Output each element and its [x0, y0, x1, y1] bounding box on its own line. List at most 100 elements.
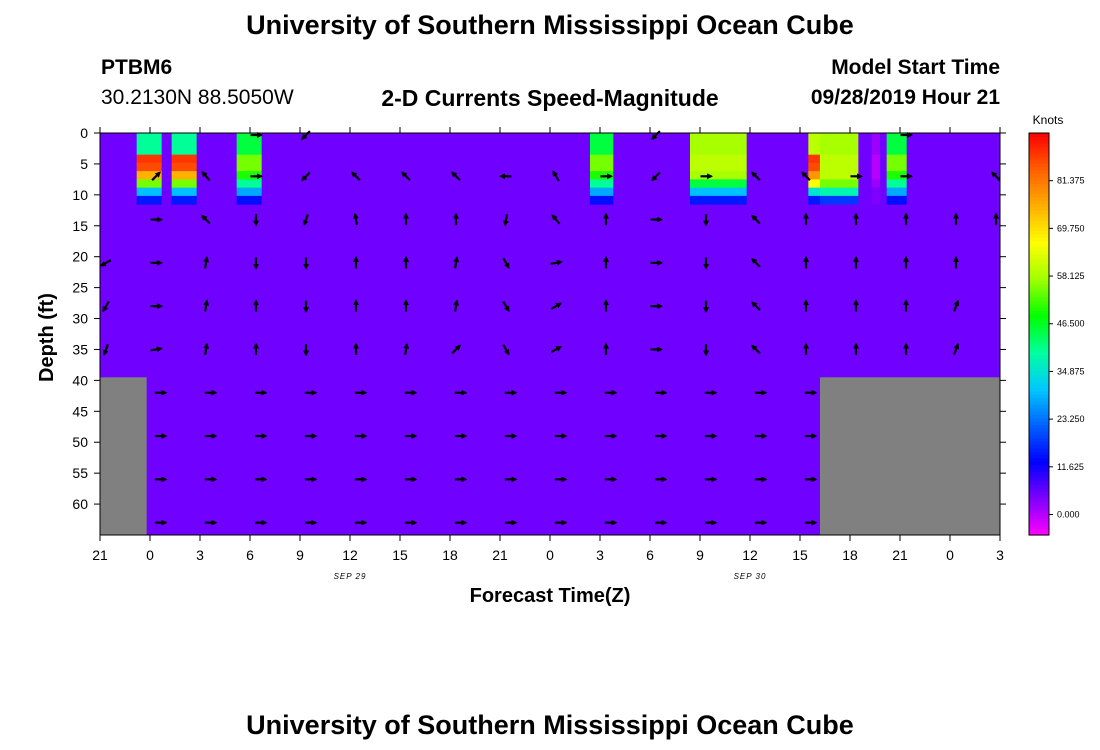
colorbar-swatch — [1029, 340, 1049, 345]
speed-patch-cell — [590, 195, 614, 205]
current-vector — [451, 344, 461, 355]
speed-patch-cell — [820, 187, 859, 197]
current-vector — [403, 342, 410, 356]
x-tick-label: 3 — [996, 547, 1004, 563]
model-start-value: 09/28/2019 Hour 21 — [810, 86, 1000, 109]
y-tick-label: 60 — [72, 496, 88, 512]
speed-patch-cell — [136, 154, 162, 164]
colorbar-swatch — [1029, 313, 1049, 318]
speed-patch-cell — [136, 187, 162, 197]
current-vector — [102, 343, 109, 357]
colorbar-swatch — [1029, 334, 1049, 338]
colorbar-swatch — [1029, 380, 1049, 385]
colorbar-swatch — [1029, 384, 1049, 389]
current-vector — [203, 299, 210, 312]
x-tick-label: 0 — [546, 547, 554, 563]
current-vector — [550, 259, 563, 266]
current-vector — [301, 171, 311, 182]
speed-patch-cell — [808, 171, 820, 180]
speed-patch-cell — [690, 195, 747, 205]
colorbar-swatch — [1029, 183, 1049, 188]
x-tick-label: 21 — [492, 547, 508, 563]
colorbar-swatch — [1029, 404, 1049, 409]
current-vector — [502, 344, 510, 356]
colorbar-unit: Knots — [1033, 113, 1064, 127]
speed-patch-cell — [236, 162, 262, 172]
colorbar-swatch — [1029, 424, 1049, 429]
current-vector — [453, 255, 460, 269]
speed-patch-cell — [808, 154, 820, 164]
colorbar-swatch — [1029, 508, 1049, 513]
colorbar-swatch — [1029, 260, 1049, 265]
colorbar-swatch — [1029, 417, 1049, 422]
colorbar-swatch — [1029, 377, 1049, 382]
speed-patch-cell — [886, 187, 907, 197]
colorbar-swatch — [1029, 347, 1049, 352]
x-tick-label: 18 — [442, 547, 458, 563]
colorbar-swatch — [1029, 169, 1049, 174]
colorbar-swatch — [1029, 146, 1049, 151]
colorbar-swatch — [1029, 431, 1049, 436]
current-vector — [351, 171, 361, 181]
current-vector — [550, 302, 563, 310]
colorbar-swatch — [1029, 250, 1049, 255]
speed-patch-cell — [236, 187, 262, 197]
colorbar-swatch — [1029, 156, 1049, 161]
x-tick-label: 9 — [296, 547, 304, 563]
colorbar-swatch — [1029, 421, 1049, 426]
speed-patch-cell — [886, 154, 907, 164]
speed-patch-cell — [886, 162, 907, 172]
current-vector — [150, 346, 163, 353]
x-tick-label: 15 — [392, 547, 408, 563]
y-tick-label: 20 — [72, 249, 88, 265]
colorbar-swatch — [1029, 330, 1049, 335]
colorbar-swatch — [1029, 488, 1049, 493]
speed-patch-cell — [886, 171, 907, 180]
colorbar-swatch — [1029, 374, 1049, 379]
colorbar-tick-label: 81.375 — [1057, 176, 1085, 186]
colorbar-swatch — [1029, 357, 1049, 362]
colorbar-swatch — [1029, 230, 1049, 235]
y-tick-label: 35 — [72, 341, 88, 357]
colorbar-swatch — [1029, 457, 1049, 462]
y-tick-label: 15 — [72, 218, 88, 234]
colorbar-swatch — [1029, 186, 1049, 191]
colorbar-swatch — [1029, 166, 1049, 171]
colorbar-swatch — [1029, 501, 1049, 506]
colorbar-tick-label: 69.750 — [1057, 223, 1085, 233]
speed-patch-cell — [171, 154, 197, 164]
current-vector — [201, 170, 211, 182]
colorbar-swatch — [1029, 360, 1049, 365]
current-vector — [453, 299, 460, 312]
x-tick-label: 0 — [146, 547, 154, 563]
current-vector — [991, 171, 1001, 181]
colorbar-swatch — [1029, 193, 1049, 198]
current-vector — [751, 257, 761, 268]
plot-title: 2-D Currents Speed-Magnitude — [381, 85, 719, 111]
colorbar-swatch — [1029, 139, 1049, 144]
speed-patch-cell — [171, 133, 197, 156]
colorbar-swatch — [1029, 220, 1049, 225]
colorbar-swatch — [1029, 246, 1049, 251]
current-vector — [953, 299, 960, 312]
colorbar-swatch — [1029, 364, 1049, 369]
speed-patch-cell — [690, 179, 747, 189]
speed-patch-cell — [808, 179, 820, 189]
colorbar-swatch — [1029, 367, 1049, 372]
colorbar-swatch — [1029, 434, 1049, 439]
current-vector — [751, 344, 761, 355]
colorbar-swatch — [1029, 524, 1049, 529]
colorbar-swatch — [1029, 136, 1049, 141]
colorbar-swatch — [1029, 173, 1049, 178]
current-vector — [203, 255, 210, 269]
colorbar-swatch — [1029, 514, 1049, 519]
speed-patch-cell — [820, 179, 859, 189]
colorbar-swatch — [1029, 196, 1049, 201]
colorbar-swatch — [1029, 179, 1049, 184]
x-tick-label: 3 — [596, 547, 604, 563]
colorbar-swatch — [1029, 397, 1049, 402]
speed-patch-cell — [871, 154, 880, 164]
colorbar-swatch — [1029, 233, 1049, 238]
colorbar-swatch — [1029, 468, 1049, 472]
